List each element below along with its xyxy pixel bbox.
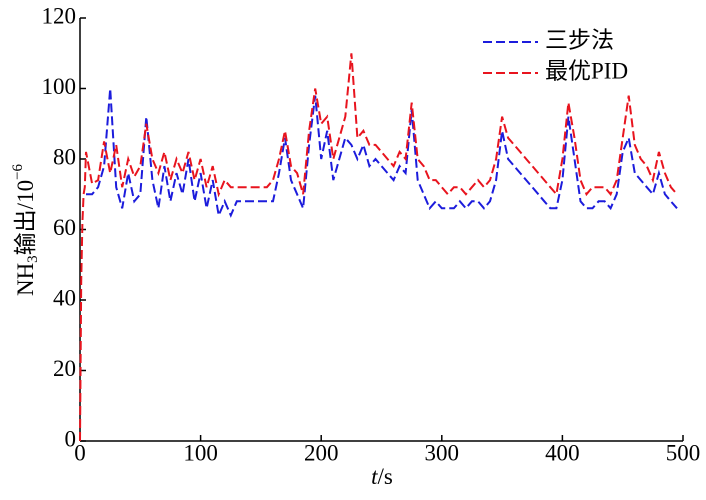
y-tick-label: 0 bbox=[65, 426, 77, 451]
y-label-part: NH bbox=[13, 263, 38, 296]
y-label-sub: 3 bbox=[25, 255, 41, 263]
x-tick-label: 400 bbox=[545, 440, 580, 465]
y-tick-label: 60 bbox=[53, 215, 76, 240]
x-tick-label: 300 bbox=[425, 440, 460, 465]
x-label-part: /s bbox=[378, 464, 393, 489]
legend-label: 三步法 bbox=[545, 27, 614, 52]
y-tick-label: 40 bbox=[53, 285, 76, 310]
y-label-part: 输出/10 bbox=[13, 180, 38, 255]
x-tick-label: 100 bbox=[183, 440, 218, 465]
x-tick-label: 0 bbox=[74, 440, 86, 465]
y-label-sup: −6 bbox=[10, 163, 26, 179]
legend-label: 最优PID bbox=[545, 58, 628, 83]
y-tick-label: 20 bbox=[53, 356, 76, 381]
x-label-part: t bbox=[371, 464, 378, 489]
series-line bbox=[79, 53, 678, 442]
y-tick-label: 100 bbox=[42, 74, 77, 99]
y-tick-label: 80 bbox=[53, 144, 76, 169]
x-tick-label: 200 bbox=[304, 440, 339, 465]
y-axis-label: NH3输出/10−6 bbox=[10, 163, 41, 296]
x-axis-label: t/s bbox=[371, 464, 393, 489]
series-line bbox=[86, 88, 678, 219]
y-tick-label: 120 bbox=[42, 3, 77, 28]
x-tick-label: 500 bbox=[666, 440, 701, 465]
